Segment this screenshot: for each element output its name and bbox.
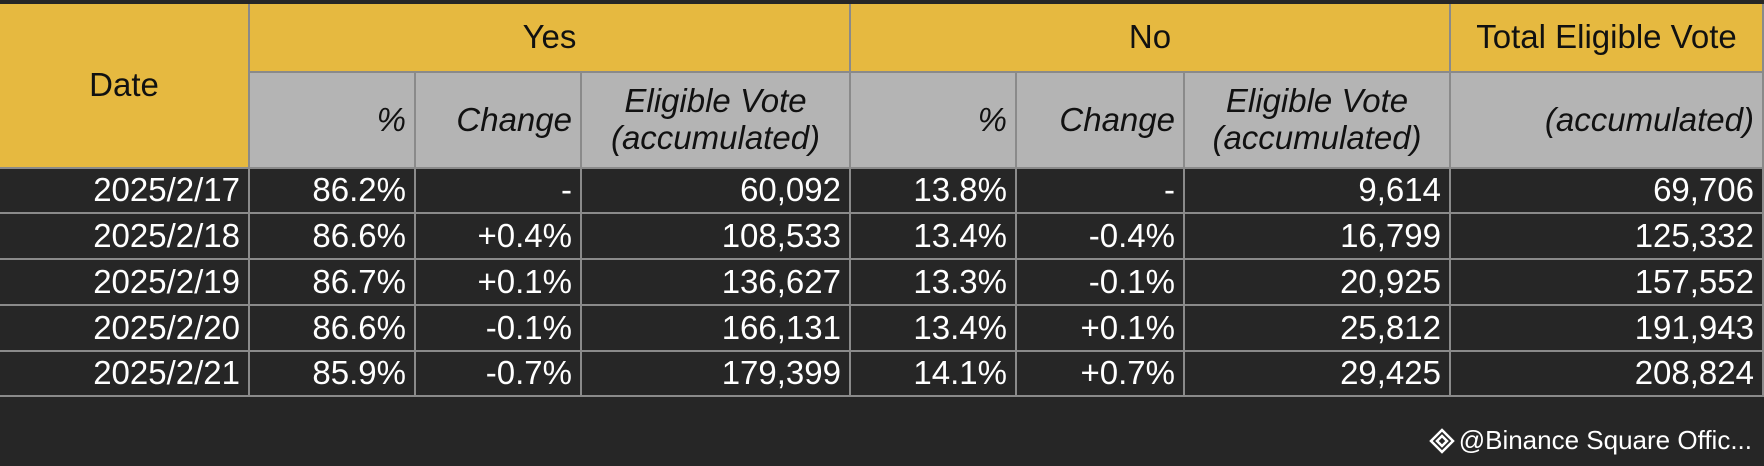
value-cell: 69,706	[1451, 169, 1764, 214]
date-cell: 2025/2/17	[0, 169, 250, 214]
value-cell: -	[1017, 169, 1185, 214]
value-cell: 86.6%	[250, 214, 416, 260]
value-cell: 136,627	[582, 260, 851, 306]
value-cell: -0.7%	[416, 352, 582, 397]
value-cell: 179,399	[582, 352, 851, 397]
watermark-text: @Binance Square Offic...	[1458, 425, 1752, 455]
value-cell: 13.8%	[851, 169, 1017, 214]
value-cell: 166,131	[582, 306, 851, 352]
value-cell: 208,824	[1451, 352, 1764, 397]
value-cell: 85.9%	[250, 352, 416, 397]
value-cell: +0.4%	[416, 214, 582, 260]
group-header: Yes	[250, 4, 851, 73]
value-cell: -0.4%	[1017, 214, 1185, 260]
value-cell: 13.4%	[851, 306, 1017, 352]
value-cell: 9,614	[1185, 169, 1451, 214]
value-cell: -0.1%	[416, 306, 582, 352]
date-cell: 2025/2/19	[0, 260, 250, 306]
group-header: No	[851, 4, 1451, 73]
value-cell: 13.3%	[851, 260, 1017, 306]
value-cell: 86.7%	[250, 260, 416, 306]
sub-header: Eligible Vote (accumulated)	[1185, 73, 1451, 169]
value-cell: -	[416, 169, 582, 214]
value-cell: 108,533	[582, 214, 851, 260]
sub-header: %	[851, 73, 1017, 169]
value-cell: 16,799	[1185, 214, 1451, 260]
value-cell: +0.7%	[1017, 352, 1185, 397]
value-cell: 157,552	[1451, 260, 1764, 306]
binance-icon	[1428, 427, 1455, 454]
value-cell: -0.1%	[1017, 260, 1185, 306]
sub-header: %	[250, 73, 416, 169]
value-cell: 29,425	[1185, 352, 1451, 397]
value-cell: 191,943	[1451, 306, 1764, 352]
date-cell: 2025/2/20	[0, 306, 250, 352]
value-cell: 25,812	[1185, 306, 1451, 352]
value-cell: 14.1%	[851, 352, 1017, 397]
value-cell: 86.2%	[250, 169, 416, 214]
value-cell: 125,332	[1451, 214, 1764, 260]
value-cell: +0.1%	[1017, 306, 1185, 352]
value-cell: +0.1%	[416, 260, 582, 306]
value-cell: 60,092	[582, 169, 851, 214]
sub-header: (accumulated)	[1451, 73, 1764, 169]
watermark: @Binance Square Offic...	[1428, 425, 1752, 456]
value-cell: 86.6%	[250, 306, 416, 352]
value-cell: 13.4%	[851, 214, 1017, 260]
value-cell: 20,925	[1185, 260, 1451, 306]
date-cell: 2025/2/21	[0, 352, 250, 397]
date-cell: 2025/2/18	[0, 214, 250, 260]
sub-header: Change	[416, 73, 582, 169]
date-header: Date	[0, 4, 250, 169]
group-header: Total Eligible Vote	[1451, 4, 1764, 73]
sub-header: Eligible Vote (accumulated)	[582, 73, 851, 169]
sub-header: Change	[1017, 73, 1185, 169]
